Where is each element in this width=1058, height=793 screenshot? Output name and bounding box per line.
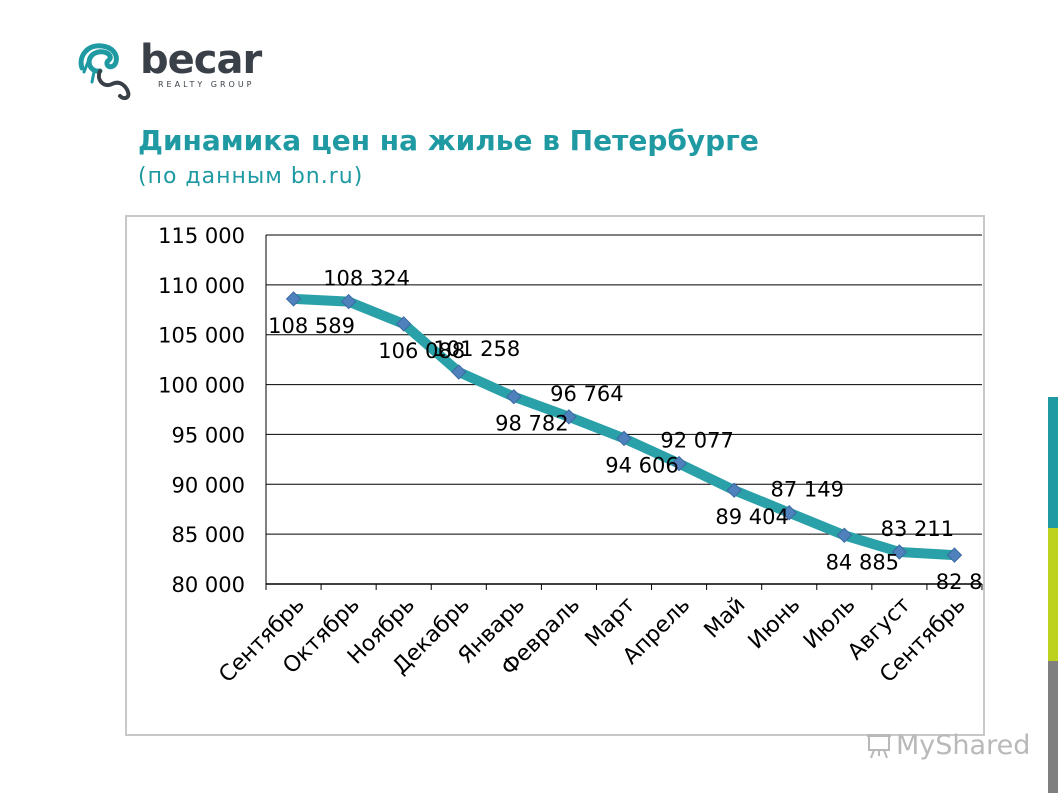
y-tick-label: 80 000 — [172, 573, 245, 597]
x-tick-label: Май — [700, 593, 751, 644]
data-point-marker — [946, 547, 963, 563]
accent-bar-lime — [1048, 528, 1058, 661]
logo-wordmark: becar — [140, 37, 262, 83]
data-point-marker — [891, 544, 908, 560]
data-label: 83 211 — [881, 517, 954, 541]
data-point-marker — [506, 389, 522, 405]
data-point-marker — [451, 364, 467, 380]
data-label: 82 896 — [936, 570, 983, 594]
data-label: 92 077 — [660, 429, 733, 453]
data-point-marker — [836, 527, 853, 543]
data-point-marker — [616, 430, 632, 447]
data-label: 108 324 — [323, 267, 410, 291]
x-tick-label: Июнь — [744, 593, 806, 655]
watermark: MyShared — [866, 730, 1030, 761]
data-point-marker — [561, 409, 577, 425]
page-subtitle: (по данным bn.ru) — [138, 164, 364, 189]
y-tick-label: 90 000 — [172, 473, 245, 497]
data-label: 101 258 — [433, 337, 520, 361]
accent-bar-gray — [1048, 661, 1058, 793]
data-point-marker — [671, 455, 687, 472]
data-label: 96 764 — [550, 382, 623, 406]
watermark-text: MyShared — [896, 730, 1031, 761]
price-line-chart: 80 000 85 000 90 000 95 000 100 000 105 000 11… — [158, 224, 983, 688]
y-tick-label: 115 000 — [158, 224, 245, 248]
data-point-marker — [395, 316, 412, 332]
data-point-marker — [726, 482, 742, 498]
y-tick-label: 95 000 — [172, 423, 245, 447]
data-label: 108 589 — [268, 314, 355, 338]
chart-container: 80 000 85 000 90 000 95 000 100 000 105 000 11… — [125, 215, 985, 736]
data-label: 84 885 — [826, 550, 899, 574]
data-label: 106 088 — [378, 339, 465, 363]
becar-logo: becar REALTY GROUP — [74, 38, 304, 108]
y-tick-label: 85 000 — [172, 523, 245, 547]
presentation-board-icon — [867, 733, 891, 758]
y-tick-label: 105 000 — [158, 324, 245, 348]
y-tick-label: 110 000 — [158, 274, 245, 298]
data-point-marker — [285, 291, 302, 307]
accent-bar-teal — [1048, 397, 1058, 528]
lizard-logo-icon — [78, 43, 131, 101]
data-point-marker — [781, 505, 797, 521]
data-label: 87 149 — [770, 478, 843, 502]
page-title: Динамика цен на жилье в Петербурге — [138, 124, 759, 157]
data-point-marker — [340, 293, 357, 310]
data-label: 94 606 — [605, 453, 678, 477]
series-line — [288, 293, 960, 561]
y-tick-label: 100 000 — [158, 374, 245, 398]
data-label: 89 404 — [715, 505, 788, 529]
logo-tagline: REALTY GROUP — [158, 80, 255, 89]
data-label: 98 782 — [495, 412, 568, 436]
